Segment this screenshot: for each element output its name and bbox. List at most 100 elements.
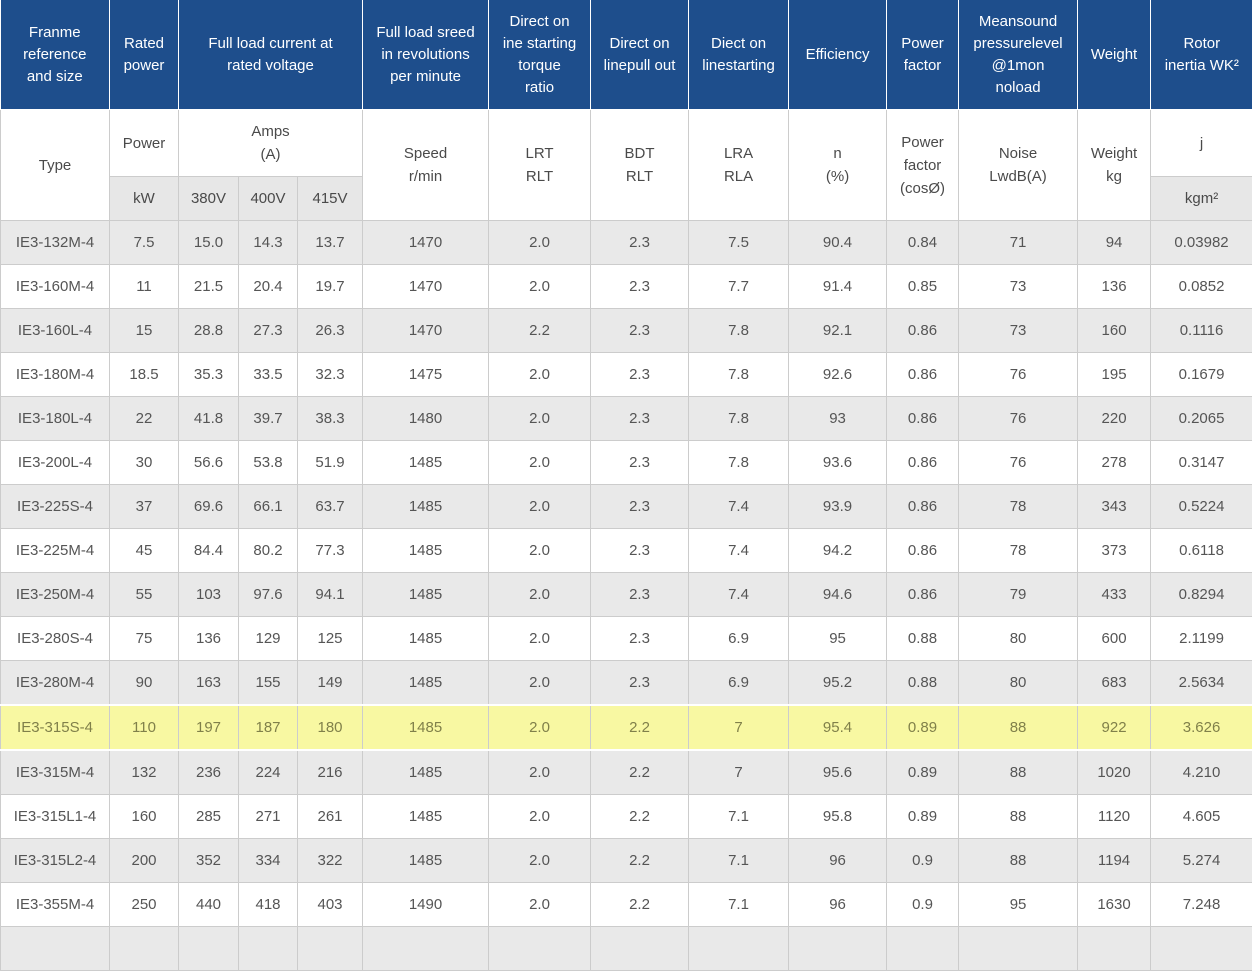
cell-value: 2.3: [591, 309, 689, 353]
header-row-sub: Type Power Amps (A) Speed r/min LRT RLT …: [1, 110, 1252, 177]
cell-value: 5.274: [1151, 839, 1252, 883]
cell-value: 1470: [363, 309, 489, 353]
header-frame-reference: Franme reference and size: [1, 0, 110, 110]
cell-value: 1630: [1078, 883, 1151, 927]
cell-value: 1470: [363, 221, 489, 265]
cell-value: 7.1: [689, 883, 789, 927]
cell-value: 373: [1078, 529, 1151, 573]
cell-empty: [689, 927, 789, 971]
cell-value: 77.3: [298, 529, 363, 573]
cell-value: 2.3: [591, 661, 689, 706]
cell-value: 95.2: [789, 661, 887, 706]
cell-value: 2.0: [489, 265, 591, 309]
cell-value: 91.4: [789, 265, 887, 309]
cell-value: 0.86: [887, 397, 959, 441]
cell-value: 136: [179, 617, 239, 661]
cell-value: 2.2: [591, 705, 689, 750]
cell-value: 0.86: [887, 441, 959, 485]
subheader-weight: Weight kg: [1078, 110, 1151, 221]
cell-value: 95.4: [789, 705, 887, 750]
cell-value: 271: [239, 795, 298, 839]
header-noise-level: Meansound pressurelevel @1mon noload: [959, 0, 1078, 110]
cell-value: 97.6: [239, 573, 298, 617]
cell-value: 0.9: [887, 883, 959, 927]
cell-value: 155: [239, 661, 298, 706]
cell-value: 7.4: [689, 573, 789, 617]
cell-value: 88: [959, 705, 1078, 750]
cell-value: 2.3: [591, 573, 689, 617]
header-row-main: Franme reference and size Rated power Fu…: [1, 0, 1252, 110]
cell-value: 2.3: [591, 485, 689, 529]
cell-value: 7.5: [689, 221, 789, 265]
cell-value: 79: [959, 573, 1078, 617]
cell-value: 1480: [363, 397, 489, 441]
cell-value: 94.1: [298, 573, 363, 617]
cell-value: 1194: [1078, 839, 1151, 883]
cell-value: 6.9: [689, 617, 789, 661]
cell-value: 95.6: [789, 750, 887, 795]
cell-value: 66.1: [239, 485, 298, 529]
cell-value: 343: [1078, 485, 1151, 529]
unit-kw: kW: [110, 177, 179, 221]
cell-value: 56.6: [179, 441, 239, 485]
cell-value: 136: [1078, 265, 1151, 309]
cell-type: IE3-180M-4: [1, 353, 110, 397]
cell-value: 0.84: [887, 221, 959, 265]
cell-value: 220: [1078, 397, 1151, 441]
cell-value: 1475: [363, 353, 489, 397]
cell-value: 0.89: [887, 795, 959, 839]
header-rotor-inertia: Rotor inertia WK²: [1151, 0, 1252, 110]
cell-value: 1485: [363, 529, 489, 573]
cell-value: 22: [110, 397, 179, 441]
unit-400v: 400V: [239, 177, 298, 221]
subheader-power-factor: Power factor (cosØ): [887, 110, 959, 221]
cell-value: 7.8: [689, 353, 789, 397]
cell-value: 90: [110, 661, 179, 706]
cell-value: 2.0: [489, 221, 591, 265]
cell-value: 250: [110, 883, 179, 927]
cell-value: 20.4: [239, 265, 298, 309]
cell-value: 76: [959, 397, 1078, 441]
cell-value: 2.0: [489, 795, 591, 839]
cell-value: 3.626: [1151, 705, 1252, 750]
cell-value: 1485: [363, 839, 489, 883]
cell-value: 2.0: [489, 661, 591, 706]
cell-value: 0.1116: [1151, 309, 1252, 353]
cell-value: 39.7: [239, 397, 298, 441]
cell-value: 2.0: [489, 397, 591, 441]
cell-value: 93.9: [789, 485, 887, 529]
cell-value: 93.6: [789, 441, 887, 485]
cell-value: 125: [298, 617, 363, 661]
cell-value: 0.3147: [1151, 441, 1252, 485]
cell-value: 0.88: [887, 661, 959, 706]
cell-type: IE3-315L1-4: [1, 795, 110, 839]
cell-empty: [363, 927, 489, 971]
cell-value: 53.8: [239, 441, 298, 485]
header-pull-out-torque: Direct on linepull out: [591, 0, 689, 110]
cell-value: 0.86: [887, 529, 959, 573]
cell-value: 7: [689, 705, 789, 750]
cell-type: IE3-355M-4: [1, 883, 110, 927]
cell-value: 163: [179, 661, 239, 706]
cell-value: 132: [110, 750, 179, 795]
cell-value: 187: [239, 705, 298, 750]
cell-value: 197: [179, 705, 239, 750]
cell-value: 2.0: [489, 573, 591, 617]
subheader-inertia-j: j: [1151, 110, 1252, 177]
